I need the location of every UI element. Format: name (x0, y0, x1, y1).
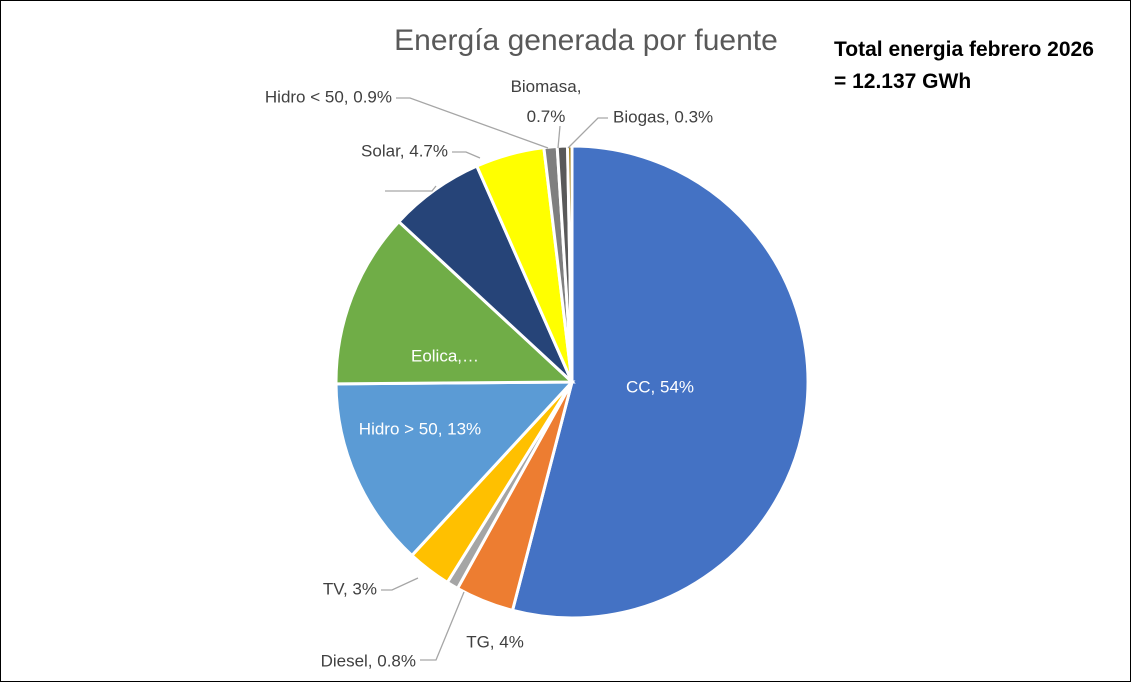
data-label: TV, 3% (323, 579, 377, 598)
annotation: Total energia febrero 2026 = 12.137 GWh (834, 38, 1094, 93)
pie-slice (334, 219, 576, 386)
data-label: Diesel, 0.8% (321, 651, 416, 670)
leader-line (385, 185, 437, 192)
data-label: CC, 54% (626, 377, 694, 396)
data-label: Biogas, 0.3% (613, 107, 713, 126)
pie-slice (334, 380, 576, 558)
data-label: Hidro < 50, 0.9% (265, 87, 392, 106)
leader-line (567, 117, 608, 149)
data-label: Solar, 4.7% (361, 141, 448, 160)
data-label: Hidro > 50, 13% (359, 419, 481, 438)
pie-slice (510, 144, 810, 620)
leader-line (557, 125, 561, 149)
data-label: TG, 4% (466, 632, 524, 651)
chart-title: Energía generada por fuente (394, 24, 778, 57)
leader-line (420, 591, 465, 661)
leader-line (452, 151, 481, 159)
leader-line (381, 577, 419, 591)
data-label: Biomasa, 0.7% (510, 77, 582, 126)
leader-line (396, 97, 549, 149)
data-label: Eolica,… (411, 346, 479, 365)
